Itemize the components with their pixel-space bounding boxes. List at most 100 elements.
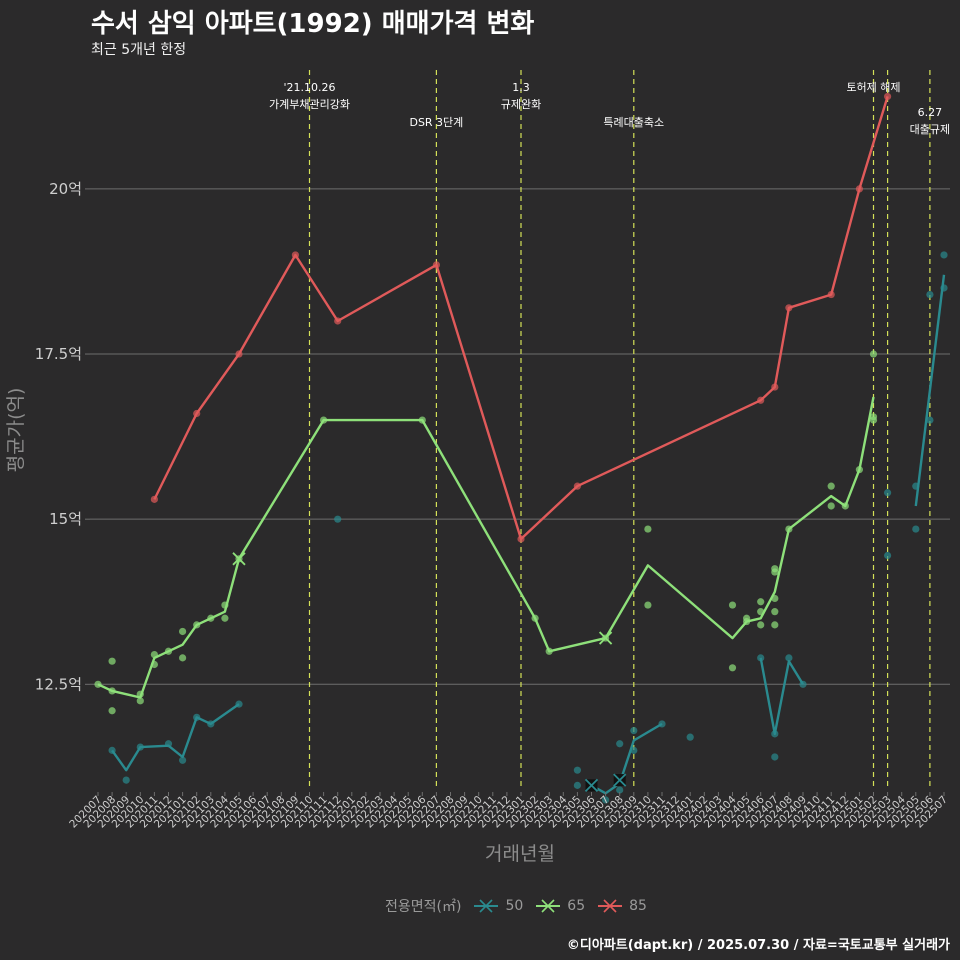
data-point-65 bbox=[94, 680, 102, 688]
data-point-85 bbox=[573, 482, 582, 490]
data-point-65 bbox=[757, 621, 765, 629]
y-tick-label: 15억 bbox=[49, 510, 82, 528]
legend-item-50: 50 bbox=[473, 898, 523, 914]
data-point-65 bbox=[108, 707, 116, 715]
legend-label-50: 50 bbox=[505, 898, 524, 914]
legend-item-85: 85 bbox=[597, 898, 647, 914]
data-point-50 bbox=[193, 713, 201, 721]
data-point-50 bbox=[884, 551, 892, 560]
data-point-65 bbox=[771, 621, 779, 629]
data-point-50 bbox=[616, 786, 624, 794]
data-point-50 bbox=[164, 740, 173, 748]
data-point-85 bbox=[855, 185, 864, 193]
data-point-65 bbox=[757, 598, 765, 606]
event-label: 대출규제 bbox=[910, 123, 950, 136]
legend-label-85: 85 bbox=[629, 898, 647, 914]
data-point-85 bbox=[150, 495, 158, 503]
data-point-65 bbox=[531, 614, 539, 622]
data-point-50 bbox=[771, 753, 779, 761]
data-point-50 bbox=[179, 756, 187, 764]
event-label: 토허제 해제 bbox=[846, 80, 900, 94]
data-point-65 bbox=[785, 525, 793, 533]
data-point-65 bbox=[164, 647, 173, 655]
y-axis-ticks: 12.5억 15억 17.5억 20억 bbox=[35, 180, 90, 693]
x-axis-ticks: 2020072020082020092020102020112020122021… bbox=[67, 792, 950, 830]
legend-key-50 bbox=[474, 899, 499, 913]
data-point-85 bbox=[771, 383, 779, 391]
y-axis-title: 평균가(억) bbox=[5, 388, 27, 473]
data-point-85 bbox=[827, 290, 835, 299]
source-caption: ©디아파트(dapt.kr) / 2025.07.30 / 자료=국토교통부 실… bbox=[566, 938, 950, 953]
legend-item-65: 65 bbox=[535, 898, 585, 914]
legend-key-85 bbox=[598, 899, 623, 913]
series-line-50 bbox=[759, 657, 805, 736]
x-mark-50 bbox=[584, 778, 599, 793]
event-label: '21.10.26 bbox=[283, 81, 335, 94]
x-mark-65 bbox=[598, 631, 613, 645]
data-point-65 bbox=[728, 601, 737, 609]
data-point-50 bbox=[602, 796, 610, 804]
x-mark-65 bbox=[232, 552, 246, 566]
data-point-65 bbox=[644, 601, 652, 609]
data-point-85 bbox=[757, 396, 765, 404]
data-point-65 bbox=[757, 608, 765, 616]
data-point-65 bbox=[771, 565, 779, 573]
event-label: 특례대출축소 bbox=[603, 116, 664, 129]
data-point-85 bbox=[432, 261, 440, 269]
y-tick-label: 12.5억 bbox=[35, 675, 82, 693]
data-point-65 bbox=[207, 614, 215, 622]
data-point-85 bbox=[334, 317, 342, 325]
data-point-65 bbox=[728, 664, 737, 672]
data-point-50 bbox=[771, 730, 779, 738]
data-point-65 bbox=[136, 697, 144, 705]
data-point-65 bbox=[743, 614, 751, 622]
data-point-65 bbox=[869, 413, 878, 421]
data-point-65 bbox=[221, 614, 229, 622]
data-point-50 bbox=[912, 525, 920, 533]
data-point-65 bbox=[545, 647, 553, 655]
legend-title: 전용면적(㎡) bbox=[385, 899, 462, 915]
data-point-65 bbox=[108, 657, 116, 665]
data-point-65 bbox=[136, 690, 144, 698]
data-point-65 bbox=[418, 416, 426, 424]
data-point-65 bbox=[179, 654, 187, 662]
data-point-85 bbox=[884, 92, 892, 101]
data-point-50 bbox=[630, 726, 638, 735]
data-point-85 bbox=[193, 409, 201, 418]
data-point-85 bbox=[517, 535, 525, 543]
data-points bbox=[94, 92, 948, 804]
data-point-65 bbox=[855, 466, 864, 474]
data-point-65 bbox=[193, 621, 201, 629]
data-point-50 bbox=[573, 781, 582, 789]
chart-subtitle: 최근 5개년 한정 bbox=[91, 42, 187, 58]
gridlines bbox=[90, 188, 950, 685]
event-label: 1.3 bbox=[512, 81, 530, 94]
event-label: 6.27 bbox=[918, 106, 943, 119]
series-line-50 bbox=[914, 274, 946, 507]
x-axis-title: 거래년월 bbox=[485, 843, 555, 865]
data-point-50 bbox=[926, 416, 934, 424]
event-label: DSR 3단계 bbox=[409, 116, 463, 129]
data-point-50 bbox=[757, 654, 765, 662]
data-point-50 bbox=[926, 290, 934, 299]
legend-key-65 bbox=[536, 899, 561, 913]
y-tick-label: 17.5억 bbox=[35, 345, 82, 363]
data-point-65 bbox=[644, 525, 652, 533]
data-point-50 bbox=[108, 746, 116, 754]
data-point-65 bbox=[150, 650, 158, 659]
data-point-50 bbox=[940, 251, 948, 259]
data-point-50 bbox=[630, 746, 638, 754]
legend: 전용면적(㎡) 50 65 85 bbox=[385, 896, 647, 916]
data-point-65 bbox=[320, 416, 328, 424]
data-point-50 bbox=[616, 740, 624, 748]
y-tick-label: 20억 bbox=[49, 180, 82, 198]
data-point-85 bbox=[785, 304, 793, 312]
data-point-50 bbox=[686, 733, 694, 741]
data-point-50 bbox=[799, 680, 807, 688]
data-point-65 bbox=[827, 482, 835, 490]
event-label: 가계부채관리강화 bbox=[269, 98, 350, 111]
data-point-50 bbox=[658, 720, 666, 728]
data-point-65 bbox=[179, 627, 187, 636]
data-point-50 bbox=[136, 743, 144, 751]
